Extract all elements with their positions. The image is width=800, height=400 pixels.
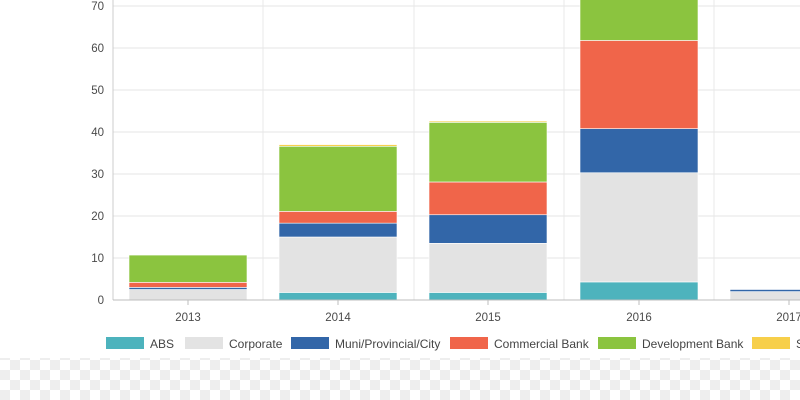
bar-2015-corporate[interactable] [428, 243, 548, 293]
bar-2015-s[interactable] [428, 120, 548, 123]
legend-swatch-corporate[interactable] [185, 337, 223, 349]
x-tick-label: 2016 [626, 312, 652, 324]
y-tick-label: 30 [91, 169, 104, 181]
x-tick-label: 2017 [776, 312, 800, 324]
bar-2014-abs[interactable] [278, 292, 398, 301]
y-tick-label: 10 [91, 253, 104, 265]
legend-swatch-muni-provincial-city[interactable] [291, 337, 329, 349]
y-tick-label: 40 [91, 127, 104, 139]
bar-2014-muni-provincial-city[interactable] [278, 222, 398, 238]
legend-label[interactable]: Commercial Bank [494, 337, 590, 351]
bar-2017-muni-provincial-city[interactable] [729, 289, 800, 292]
bar-2016-development-bank[interactable] [579, 0, 699, 41]
y-tick-label: 20 [91, 211, 104, 223]
legend-swatch-abs[interactable] [106, 337, 144, 349]
legend-label[interactable]: Muni/Provincial/City [335, 337, 440, 351]
bar-2014-corporate[interactable] [278, 236, 398, 293]
bar-2016-corporate[interactable] [579, 172, 699, 283]
legend-label[interactable]: S [796, 337, 800, 351]
bar-2014-development-bank[interactable] [278, 145, 398, 212]
bar-2015-development-bank[interactable] [428, 122, 548, 183]
y-tick-label: 0 [98, 295, 104, 307]
legend-swatch-commercial-bank[interactable] [450, 337, 488, 349]
x-tick-label: 2013 [175, 312, 201, 324]
y-tick-label: 60 [91, 43, 104, 55]
bar-2017-corporate[interactable] [729, 291, 800, 301]
bar-2014-commercial-bank[interactable] [278, 211, 398, 224]
bar-layer [128, 0, 800, 301]
x-tick-label: 2014 [325, 312, 351, 324]
bar-2013-development-bank[interactable] [128, 254, 248, 283]
bar-2014-s[interactable] [278, 144, 398, 147]
bar-2013-commercial-bank[interactable] [128, 282, 248, 288]
bar-2016-abs[interactable] [579, 281, 699, 301]
bar-2016-commercial-bank[interactable] [579, 40, 699, 129]
bar-2015-abs[interactable] [428, 292, 548, 301]
y-tick-label: 50 [91, 85, 104, 97]
bar-2015-muni-provincial-city[interactable] [428, 214, 548, 244]
bar-2015-commercial-bank[interactable] [428, 181, 548, 216]
y-tick-label: 70 [91, 1, 104, 13]
axis-layer: 0 10 20 30 40 50 60 70 2013 2014 2015 2016 2017 [91, 1, 800, 324]
legend-label[interactable]: Development Bank [642, 337, 744, 351]
bar-2013-muni-provincial-city[interactable] [128, 287, 248, 290]
legend-label[interactable]: Corporate [229, 337, 283, 351]
legend-label[interactable]: ABS [150, 337, 174, 351]
bar-2013-corporate[interactable] [128, 289, 248, 301]
bar-2016-muni-provincial-city[interactable] [579, 128, 699, 174]
legend-swatch-development-bank[interactable] [598, 337, 636, 349]
x-tick-label: 2015 [475, 312, 501, 324]
legend-swatch-s[interactable] [752, 337, 790, 349]
legend-layer: ABS Corporate Muni/Provincial/City Commerci… [106, 337, 800, 351]
